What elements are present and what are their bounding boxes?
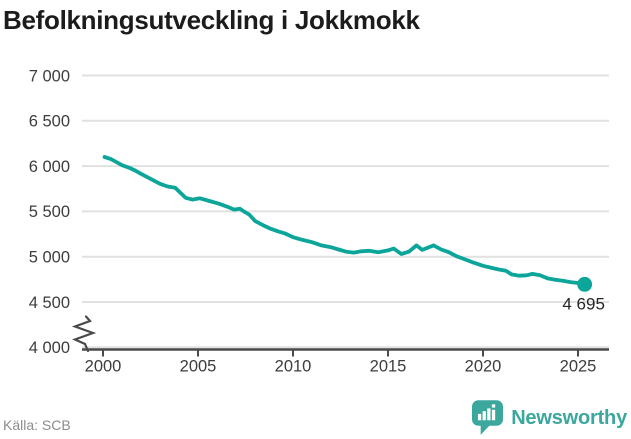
newsworthy-logo: Newsworthy (472, 400, 627, 436)
y-tick-label: 5 500 (29, 203, 70, 221)
y-tick-label: 4 000 (29, 339, 70, 357)
x-tick-label: 2025 (560, 358, 597, 376)
x-tick-label: 2010 (275, 358, 312, 376)
population-line (102, 155, 587, 287)
brand-name: Newsworthy (511, 406, 627, 429)
x-tick-label: 2000 (85, 358, 122, 376)
bar-chart-speech-bubble-icon (472, 400, 504, 435)
y-tick-label: 4 500 (29, 294, 70, 312)
chart-title: Befolkningsutveckling i Jokkmokk (3, 5, 420, 35)
y-tick-label: 6 500 (29, 113, 70, 131)
end-value-label: 4 695 (562, 294, 605, 313)
y-tick-label: 5 000 (29, 249, 70, 267)
x-tick-label: 2015 (370, 358, 407, 376)
source-label: Källa: SCB (3, 417, 71, 433)
axis-break-icon (71, 315, 97, 353)
end-point-marker (577, 276, 593, 292)
y-tick-label: 6 000 (29, 158, 70, 176)
x-tick-label: 2020 (465, 358, 502, 376)
x-tick-label: 2005 (180, 358, 217, 376)
y-tick-label: 7 000 (29, 67, 70, 85)
